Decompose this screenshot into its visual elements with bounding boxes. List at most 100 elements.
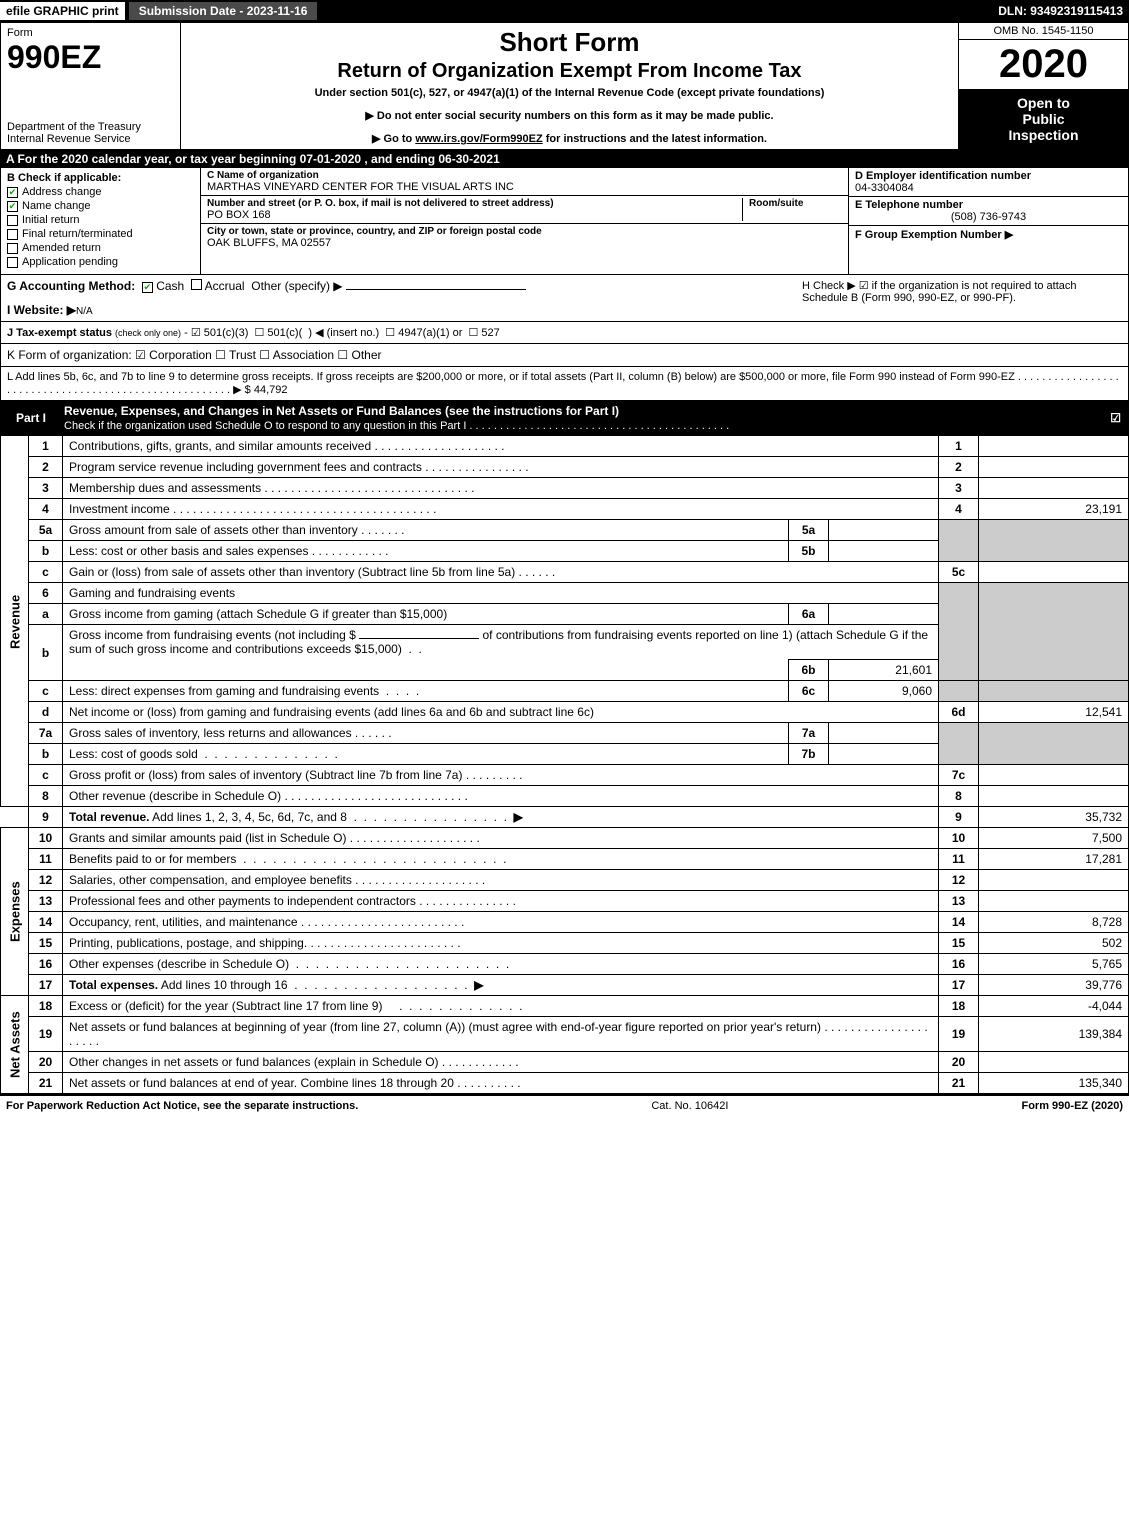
line-num: 2 [29,457,63,478]
checkbox-icon[interactable] [191,279,202,290]
line-num: 15 [29,933,63,954]
line-num: 17 [29,975,63,996]
line-value [979,870,1129,891]
line-desc: Net income or (loss) from gaming and fun… [63,702,939,723]
line-desc: Other expenses (describe in Schedule O) … [63,954,939,975]
schedule-o-check[interactable]: ☑ [1110,411,1121,425]
line-desc: Program service revenue including govern… [63,457,939,478]
other-blank[interactable] [346,289,526,290]
line-desc-cont [63,660,789,681]
street-row: Number and street (or P. O. box, if mail… [201,196,848,224]
phone-label: E Telephone number [855,199,1122,211]
line-text: Salaries, other compensation, and employ… [69,873,352,887]
check-amended[interactable]: Amended return [7,242,194,254]
ein-value: 04-3304084 [855,182,1122,194]
ein-row: D Employer identification number 04-3304… [849,168,1128,197]
sub-val [829,520,939,541]
line-desc: Membership dues and assessments . . . . … [63,478,939,499]
line-value [979,457,1129,478]
notice2-pre: ▶ Go to [372,133,415,145]
line-desc: Total expenses. Add lines 10 through 16 … [63,975,939,996]
line-value [979,765,1129,786]
shade-cell [979,723,1129,765]
sub-val: 9,060 [829,681,939,702]
other-label: Other (specify) ▶ [251,279,342,293]
line-text: Printing, publications, postage, and shi… [69,936,307,950]
irs-link[interactable]: www.irs.gov/Form990EZ [415,133,542,145]
i-label: I Website: ▶ [7,303,76,317]
check-final-return[interactable]: Final return/terminated [7,228,194,240]
shade-cell [939,520,979,562]
line-rnum: 10 [939,828,979,849]
check-label: Application pending [22,256,118,268]
line-rnum: 5c [939,562,979,583]
shade-cell [979,520,1129,562]
line-desc: Less: cost of goods sold . . . . . . . .… [63,744,789,765]
line-value: 12,541 [979,702,1129,723]
omb-number: OMB No. 1545-1150 [959,23,1128,40]
name-label: C Name of organization [207,170,842,181]
line-text: Gross income from fundraising events (no… [69,628,356,642]
open1: Open to [963,95,1124,111]
line-text: Less: cost of goods sold [69,747,198,761]
line-num: 4 [29,499,63,520]
sub-num: 6b [789,660,829,681]
line-num: 10 [29,828,63,849]
checkbox-icon: ✔ [7,187,18,198]
check-initial-return[interactable]: Initial return [7,214,194,226]
line-rnum: 18 [939,996,979,1017]
line-text: Membership dues and assessments [69,481,261,495]
line-value: 5,765 [979,954,1129,975]
line-desc: Other changes in net assets or fund bala… [63,1052,939,1073]
line-num: 3 [29,478,63,499]
col-b-checkboxes: B Check if applicable: ✔Address change ✔… [1,168,201,274]
line-value [979,891,1129,912]
checkbox-icon[interactable]: ✔ [142,282,153,293]
group-exemption-row: F Group Exemption Number ▶ [849,226,1128,274]
part-subtitle: Check if the organization used Schedule … [64,420,729,432]
line-value [979,1052,1129,1073]
line-desc: Other revenue (describe in Schedule O) .… [63,786,939,807]
expenses-side-label: Expenses [1,828,29,996]
line-rnum: 20 [939,1052,979,1073]
line-rnum: 4 [939,499,979,520]
line-text: Gross amount from sale of assets other t… [69,523,358,537]
line-desc: Total revenue. Add lines 1, 2, 3, 4, 5c,… [63,807,939,828]
line-rnum: 7c [939,765,979,786]
tax-year: 2020 [959,40,1128,89]
line-desc: Professional fees and other payments to … [63,891,939,912]
line-rnum: 17 [939,975,979,996]
line-desc: Occupancy, rent, utilities, and maintena… [63,912,939,933]
part-title-text: Revenue, Expenses, and Changes in Net As… [64,404,619,418]
row-g-accounting: G Accounting Method: ✔ Cash Accrual Othe… [0,275,1129,322]
line-desc: Excess or (deficit) for the year (Subtra… [63,996,939,1017]
check-label: Final return/terminated [22,228,133,240]
check-name-change[interactable]: ✔Name change [7,200,194,212]
sub-num: 7b [789,744,829,765]
notice2-post: for instructions and the latest informat… [546,133,767,145]
page-footer: For Paperwork Reduction Act Notice, see … [0,1094,1129,1116]
line-text: Other changes in net assets or fund bala… [69,1055,439,1069]
blank-field[interactable] [359,638,479,639]
line-num: 16 [29,954,63,975]
checkbox-icon [7,243,18,254]
col-c-org-info: C Name of organization MARTHAS VINEYARD … [201,168,848,274]
line-num: 7a [29,723,63,744]
line-text: Gross sales of inventory, less returns a… [69,726,352,740]
check-application-pending[interactable]: Application pending [7,256,194,268]
line-num: 19 [29,1017,63,1052]
check-label: Address change [22,186,102,198]
dln-label: DLN: 93492319115413 [998,4,1129,18]
checkbox-icon [7,215,18,226]
line-text: Less: cost or other basis and sales expe… [69,544,308,558]
line-num: c [29,765,63,786]
row-j-tax-exempt: J Tax-exempt status (check only one) - ☑… [0,322,1129,344]
line-value: 17,281 [979,849,1129,870]
open3: Inspection [963,127,1124,143]
line-text: Net assets or fund balances at beginning… [69,1020,821,1034]
line-text: Benefits paid to or for members [69,852,236,866]
website-value: N/A [76,306,93,317]
form-word: Form [7,27,174,39]
check-address-change[interactable]: ✔ Address change [7,186,194,198]
sub-num: 7a [789,723,829,744]
